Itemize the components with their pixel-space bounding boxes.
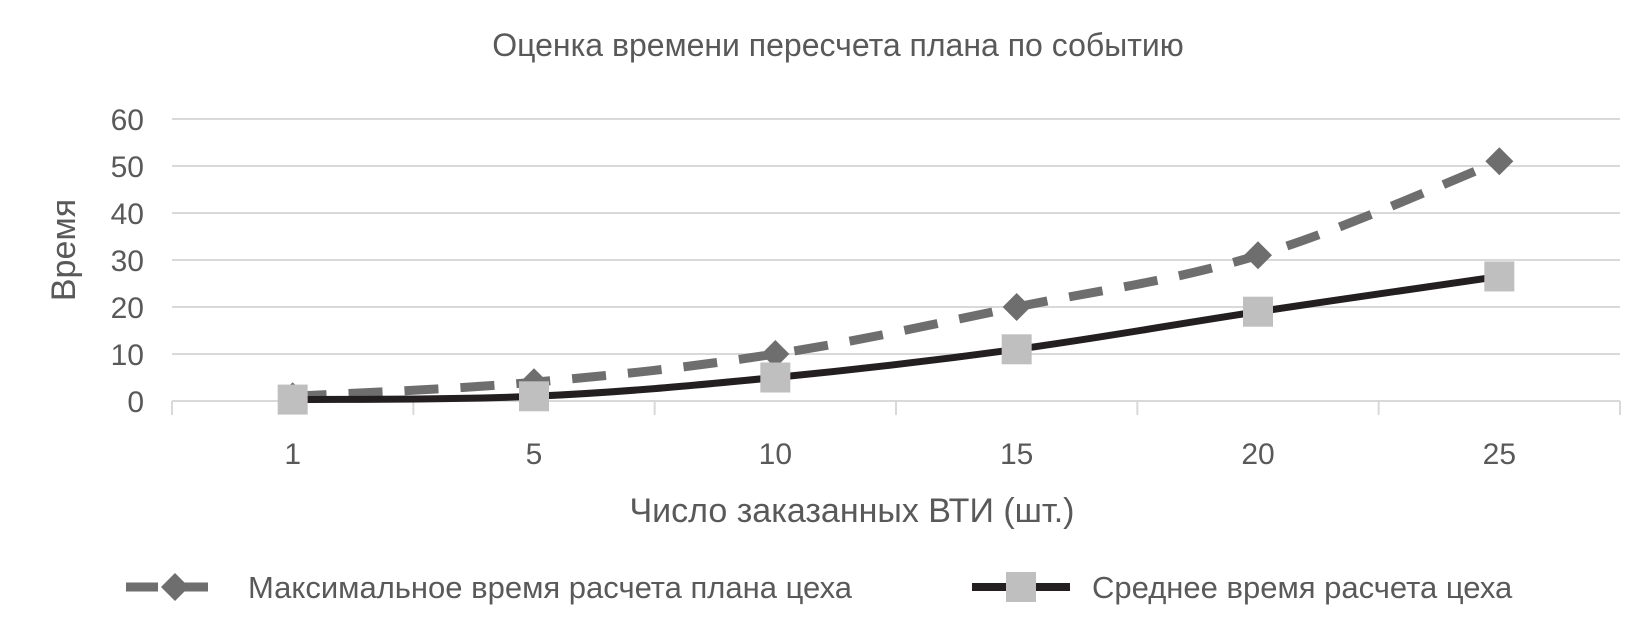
data-point (761, 340, 790, 368)
x-axis (171, 400, 1621, 415)
x-tick-label: 10 (759, 438, 792, 471)
y-axis-label: Время (45, 199, 83, 301)
data-point (1485, 147, 1514, 176)
y-tick-label: 0 (127, 386, 144, 419)
x-tick-label: 5 (526, 438, 543, 471)
data-point (1244, 241, 1272, 270)
y-tick-label: 60 (111, 104, 144, 137)
data-point (1002, 293, 1031, 321)
x-tick-label: 15 (1000, 438, 1033, 471)
series-1 (278, 147, 1514, 411)
data-point (760, 362, 791, 393)
y-tick-label: 30 (111, 245, 144, 278)
y-tick-label: 40 (111, 198, 144, 231)
data-point (519, 381, 549, 412)
x-tick-label: 1 (284, 438, 301, 471)
x-axis-ticks: 1 5 10 15 20 25 (284, 438, 1516, 471)
x-tick-label: 25 (1483, 438, 1516, 471)
data-point (1484, 261, 1515, 292)
data-point (1243, 296, 1273, 327)
legend-label: Среднее время расчета цеха (1092, 570, 1513, 605)
series-2 (277, 261, 1515, 415)
data-point (277, 384, 308, 415)
y-tick-label: 20 (111, 292, 144, 325)
legend-marker-swatch (1006, 572, 1036, 602)
legend-item-2: Среднее время расчета цеха (972, 570, 1513, 605)
y-tick-label: 50 (111, 151, 144, 184)
series-group (277, 147, 1515, 415)
series-line (292, 157, 1501, 401)
legend-marker-swatch (161, 573, 189, 601)
series-line (289, 272, 1503, 404)
legend-label: Максимальное время расчета плана цеха (248, 570, 853, 605)
y-tick-label: 10 (111, 339, 144, 372)
legend-item-1: Максимальное время расчета плана цеха (126, 570, 853, 605)
grid (172, 118, 1620, 355)
data-point (1001, 334, 1032, 365)
x-tick-label: 20 (1241, 438, 1274, 471)
chart-title: Оценка времени пересчета плана по событи… (492, 27, 1183, 63)
legend: Максимальное время расчета плана цеха Сре… (126, 570, 1513, 605)
y-axis-ticks: 0 10 20 30 40 50 60 (111, 104, 144, 419)
x-axis-label: Число заказанных ВТИ (шт.) (629, 492, 1074, 530)
